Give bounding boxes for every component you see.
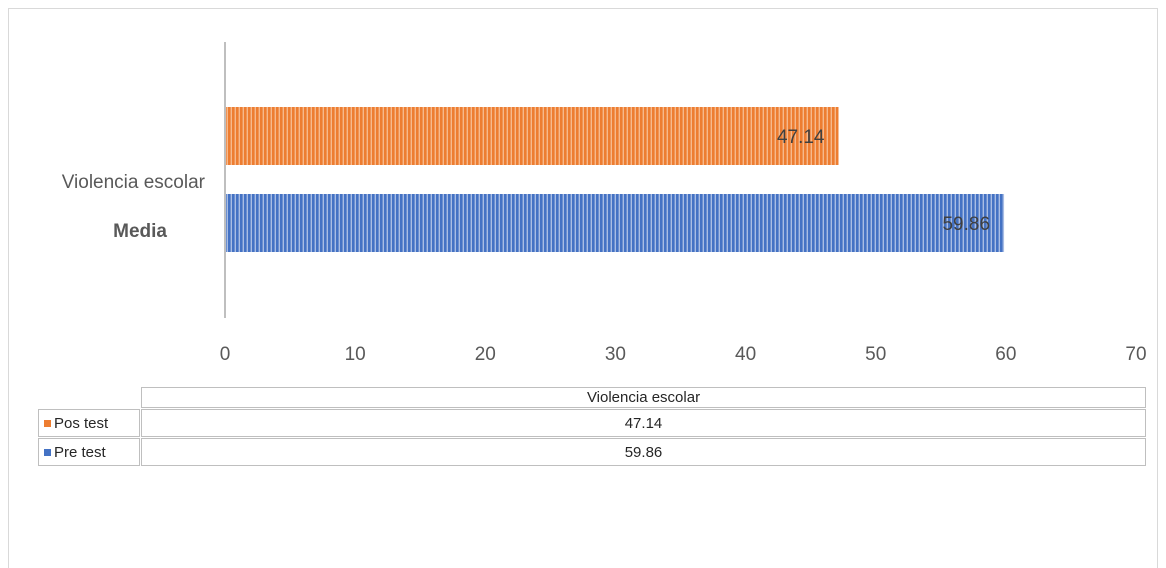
- pre-test-value-text: 59.86: [624, 443, 663, 461]
- pos-test-legend-swatch: [44, 419, 51, 427]
- x-tick-label: 40: [735, 344, 756, 365]
- table-header-text: Violencia escolar: [586, 389, 701, 406]
- pos-test-legend-label: Pos test: [54, 414, 109, 432]
- table-row-label-pos: Pos test: [38, 409, 140, 437]
- pre-test-legend-swatch: [44, 448, 51, 456]
- table-row-label-pre: Pre test: [38, 438, 140, 466]
- x-tick-label: 10: [345, 344, 366, 365]
- x-tick-label: 0: [220, 344, 231, 365]
- table-header: Violencia escolar: [141, 387, 1146, 408]
- category-label-line2: Media: [113, 221, 167, 242]
- table-row-value-pos: 47.14: [141, 409, 1146, 437]
- x-tick-label: 30: [605, 344, 626, 365]
- category-label-line1: Violencia escolar: [62, 172, 206, 193]
- pre-test-bar: [226, 194, 1005, 252]
- pos-test-data-label: 47.14: [777, 127, 825, 148]
- pre-test-legend-label: Pre test: [54, 443, 106, 461]
- pos-test-value-text: 47.14: [624, 414, 663, 432]
- x-tick-label: 50: [865, 344, 886, 365]
- data-table: Violencia escolar Pos test 47.14 Pre tes…: [38, 387, 1146, 470]
- chart-frame: [8, 8, 1158, 568]
- x-tick-label: 60: [995, 344, 1016, 365]
- table-row-value-pre: 59.86: [141, 438, 1146, 466]
- chart-plot: Violencia escolar Media 47.14 59.86 0 10 20…: [62, 42, 1147, 365]
- x-tick-label: 20: [475, 344, 496, 365]
- pos-test-bar: [226, 107, 839, 165]
- x-tick-label: 70: [1125, 344, 1146, 365]
- pre-test-data-label: 59.86: [942, 214, 990, 235]
